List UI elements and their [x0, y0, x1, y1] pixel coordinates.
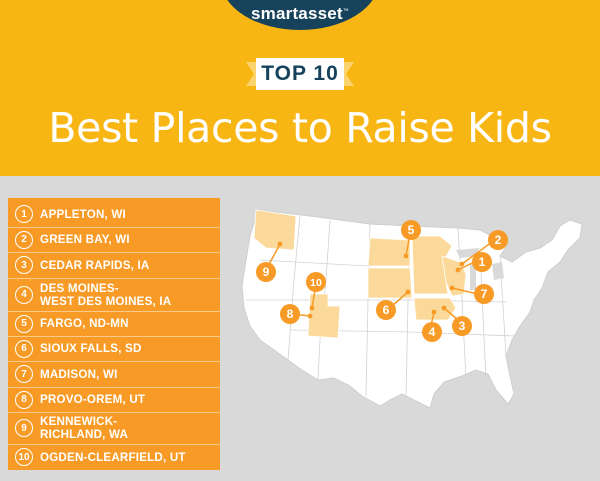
city-name-line: MADISON, WI	[40, 367, 118, 381]
top-10-label: TOP 10	[261, 62, 339, 85]
map-pin-1-label: 1	[479, 255, 486, 269]
ribbon-shape	[246, 58, 354, 90]
city-name-line: KENNEWICK-	[40, 415, 118, 428]
city-name: APPLETON, WI	[40, 208, 126, 221]
state-north-dakota	[367, 237, 411, 267]
city-name-line: DES MOINES-	[40, 281, 119, 295]
ranking-list: 1 APPLETON, WI 2 GREEN BAY, WI 3 CEDAR RAPIDS…	[8, 198, 220, 470]
state-wisconsin	[441, 255, 467, 297]
page-title: Best Places to Raise Kids	[48, 104, 552, 152]
ranking-row-4[interactable]: 4 DES MOINES- WEST DES MOINES, IA	[8, 278, 220, 310]
header-banner: smartasset™ TOP 10 Best Places to Raise …	[0, 0, 600, 176]
city-name-line: FARGO, ND-MN	[40, 317, 129, 330]
city-name: KENNEWICK- RICHLAND, WA	[40, 415, 128, 441]
ranking-row-9[interactable]: 9 KENNEWICK- RICHLAND, WA	[8, 412, 220, 443]
map-pin-7-label: 7	[481, 287, 488, 301]
map-pin-8-label: 8	[287, 307, 294, 321]
rank-number-badge: 6	[15, 339, 33, 358]
map-pin-10-label: 10	[310, 277, 322, 289]
map-pin-10[interactable]: 10	[306, 272, 326, 292]
state-washington	[253, 209, 297, 251]
rank-number-badge: 5	[15, 314, 33, 333]
state-south-dakota	[367, 267, 413, 299]
city-name: GREEN BAY, WI	[40, 233, 130, 246]
city-name-line: GREEN BAY, WI	[40, 233, 130, 246]
logo-text: smartasset	[251, 4, 343, 23]
us-map: 1 2 3 4 5 6 7 8 9 10	[241, 209, 583, 409]
ranking-row-7[interactable]: 7 MADISON, WI	[8, 361, 220, 386]
city-name: PROVO-OREM, UT	[40, 393, 145, 406]
city-name-line: APPLETON, WI	[40, 207, 126, 221]
city-name-line: CEDAR RAPIDS, IA	[40, 258, 150, 272]
highlighted-states	[253, 209, 467, 339]
city-name-line: PROVO-OREM, UT	[40, 393, 146, 406]
city-name: MADISON, WI	[40, 368, 118, 381]
city-name-line: OGDEN-CLEARFIELD, UT	[40, 450, 186, 464]
map-pin-9-label: 9	[263, 265, 270, 279]
ranking-row-2[interactable]: 2 GREEN BAY, WI	[8, 227, 220, 251]
rank-number-badge: 7	[15, 365, 33, 383]
map-pin-6-label: 6	[383, 303, 390, 317]
map-pin-2[interactable]: 2	[488, 230, 508, 250]
rank-number-badge: 2	[15, 230, 33, 249]
map-pin-7[interactable]: 7	[474, 284, 494, 304]
city-name: OGDEN-CLEARFIELD, UT	[40, 451, 186, 464]
state-utah	[307, 293, 341, 339]
logo-trademark: ™	[342, 8, 349, 15]
city-name: SIOUX FALLS, SD	[40, 342, 142, 355]
city-name-line: WEST DES MOINES, IA	[40, 294, 172, 308]
city-name: CEDAR RAPIDS, IA	[40, 259, 150, 272]
city-name-line: RICHLAND, WA	[40, 428, 129, 441]
map-pin-6[interactable]: 6	[376, 300, 396, 320]
city-name-line: SIOUX FALLS, SD	[40, 342, 142, 355]
rank-number-badge: 1	[15, 205, 33, 223]
map-pin-5-label: 5	[408, 223, 415, 237]
map-pin-9[interactable]: 9	[256, 262, 276, 282]
ranking-row-5[interactable]: 5 FARGO, ND-MN	[8, 311, 220, 335]
ranking-row-6[interactable]: 6 SIOUX FALLS, SD	[8, 336, 220, 360]
rank-number-badge: 4	[15, 285, 33, 304]
ranking-row-10[interactable]: 10 OGDEN-CLEARFIELD, UT	[8, 444, 220, 469]
rank-number-badge: 3	[15, 256, 33, 274]
ranking-row-3[interactable]: 3 CEDAR RAPIDS, IA	[8, 252, 220, 277]
city-name: DES MOINES- WEST DES MOINES, IA	[40, 282, 171, 308]
map-pin-3[interactable]: 3	[452, 316, 472, 336]
map-pin-4[interactable]: 4	[422, 322, 442, 342]
smartasset-logo[interactable]: smartasset™	[221, 0, 379, 30]
ranking-row-8[interactable]: 8 PROVO-OREM, UT	[8, 387, 220, 411]
map-pin-2-label: 2	[495, 233, 502, 247]
city-name: FARGO, ND-MN	[40, 317, 129, 330]
ranking-row-1[interactable]: 1 APPLETON, WI	[8, 202, 220, 226]
map-pin-3-label: 3	[459, 319, 466, 333]
map-pin-5[interactable]: 5	[401, 220, 421, 240]
map-pin-4-label: 4	[429, 325, 436, 339]
state-iowa	[413, 297, 457, 321]
top-10-ribbon: TOP 10	[246, 58, 354, 90]
rank-number-badge: 9	[15, 419, 33, 437]
map-pin-8[interactable]: 8	[280, 304, 300, 324]
map-pin-1[interactable]: 1	[472, 252, 492, 272]
pin-dots	[277, 241, 465, 319]
rank-number-badge: 10	[15, 448, 33, 466]
rank-number-badge: 8	[15, 390, 33, 409]
